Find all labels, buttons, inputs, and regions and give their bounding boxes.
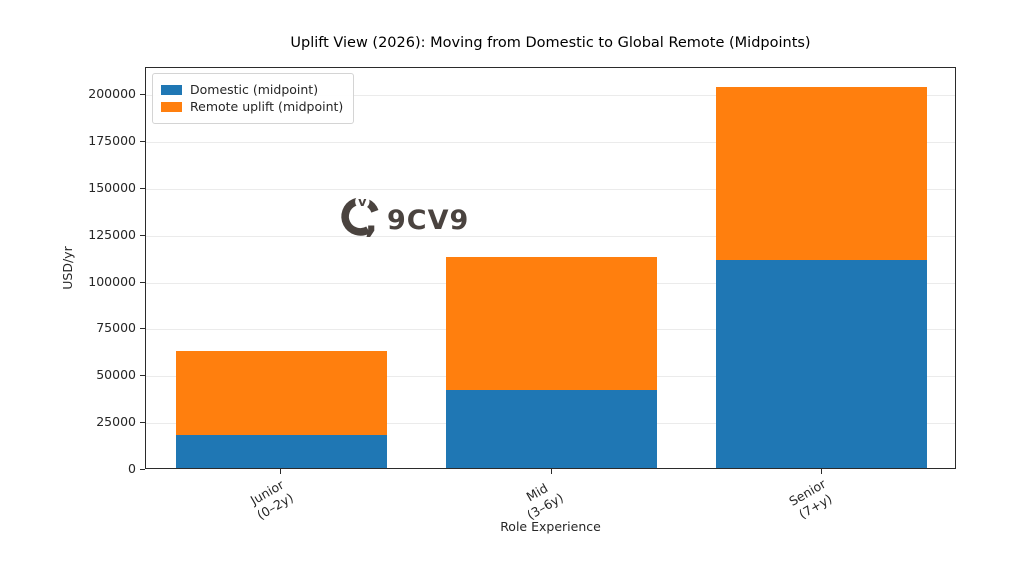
y-tick-mark: [140, 328, 145, 330]
logo-v-badge: [355, 194, 370, 209]
gridline: [146, 235, 955, 237]
x-tick-label-text: Junior (0–2y): [247, 476, 296, 523]
x-tick-mark: [280, 469, 282, 474]
gridline: [146, 188, 955, 190]
legend: Domestic (midpoint) Remote uplift (midpo…: [152, 73, 355, 124]
y-tick-label: 200000: [88, 86, 136, 102]
bar-segment-domestic-junior: [175, 435, 387, 468]
svg-text:,: ,: [365, 201, 378, 238]
bar-segment-remote-mid: [446, 257, 657, 391]
y-tick-label: 125000: [88, 226, 136, 242]
y-tick-label: 75000: [96, 320, 136, 336]
x-axis-label: Role Experience: [500, 519, 601, 534]
bar-segment-remote-senior: [716, 86, 928, 260]
legend-swatch-remote-uplift: [161, 101, 182, 112]
legend-label-remote-uplift: Remote uplift (midpoint): [190, 99, 344, 114]
watermark-logo: v , 9CV9: [339, 193, 469, 238]
y-tick-mark: [140, 234, 145, 236]
svg-text:v: v: [358, 195, 367, 210]
y-tick-mark: [140, 141, 145, 143]
y-tick-label: 150000: [88, 179, 136, 195]
legend-swatch-domestic: [161, 84, 182, 95]
y-tick-label: 175000: [88, 133, 136, 149]
y-tick-mark: [140, 281, 145, 283]
y-tick-label: 0: [128, 461, 136, 476]
bar-segment-domestic-senior: [716, 259, 928, 468]
gridline: [146, 142, 955, 144]
9cv9-logo-icon: v ,: [341, 194, 379, 238]
gridline: [146, 95, 955, 97]
y-tick-mark: [140, 375, 145, 377]
legend-label-domestic: Domestic (midpoint): [190, 82, 319, 97]
x-tick-label-text: Mid (3–6y): [523, 480, 566, 523]
bar-segment-domestic-mid: [446, 390, 657, 468]
plot-area: v , 9CV9 Domestic (midpoint) Remote upli…: [145, 67, 956, 469]
x-tick-mark: [550, 469, 552, 474]
watermark-text: 9CV9: [387, 205, 470, 236]
y-tick-label: 50000: [96, 367, 136, 383]
y-tick-mark: [140, 187, 145, 189]
chart-title: Uplift View (2026): Moving from Domestic…: [290, 35, 811, 51]
y-tick-label: 100000: [88, 273, 136, 289]
y-tick-mark: [140, 422, 145, 424]
legend-item-remote-uplift: Remote uplift (midpoint): [161, 99, 343, 114]
x-tick-mark: [820, 469, 822, 474]
y-tick-mark: [140, 469, 145, 470]
y-tick-mark: [140, 94, 145, 96]
y-tick-label: 25000: [96, 414, 136, 430]
x-tick-label-text: Senior (7+y): [786, 476, 835, 522]
legend-item-domestic: Domestic (midpoint): [161, 82, 343, 97]
bar-segment-remote-junior: [175, 350, 387, 436]
